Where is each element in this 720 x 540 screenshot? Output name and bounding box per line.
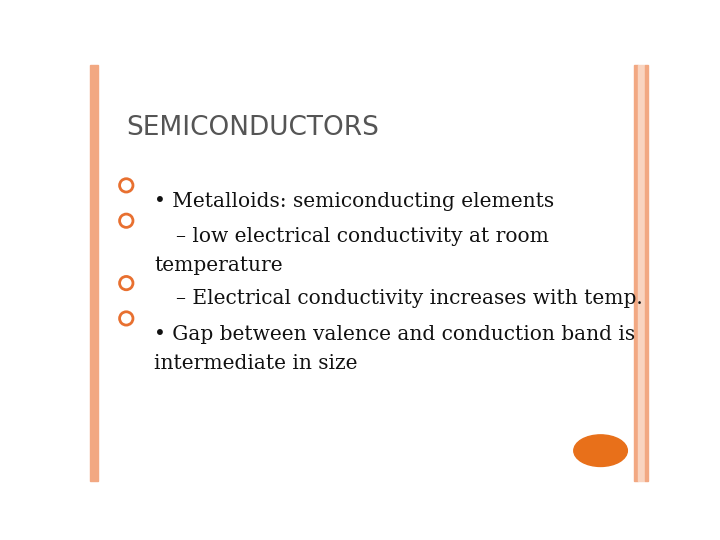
Bar (644, 65, 648, 481)
Bar (637, 65, 644, 481)
Text: temperature: temperature (154, 256, 283, 275)
Text: – Electrical conductivity increases with temp.: – Electrical conductivity increases with… (176, 289, 643, 308)
Text: SEMICONDUCTORS: SEMICONDUCTORS (126, 114, 379, 141)
Bar (90, 65, 98, 481)
Text: • Gap between valence and conduction band is: • Gap between valence and conduction ban… (154, 325, 635, 343)
Ellipse shape (574, 435, 627, 467)
Text: intermediate in size: intermediate in size (154, 354, 358, 373)
Text: • Metalloids: semiconducting elements: • Metalloids: semiconducting elements (154, 192, 554, 211)
Bar (634, 65, 637, 481)
Text: – low electrical conductivity at room: – low electrical conductivity at room (176, 227, 549, 246)
